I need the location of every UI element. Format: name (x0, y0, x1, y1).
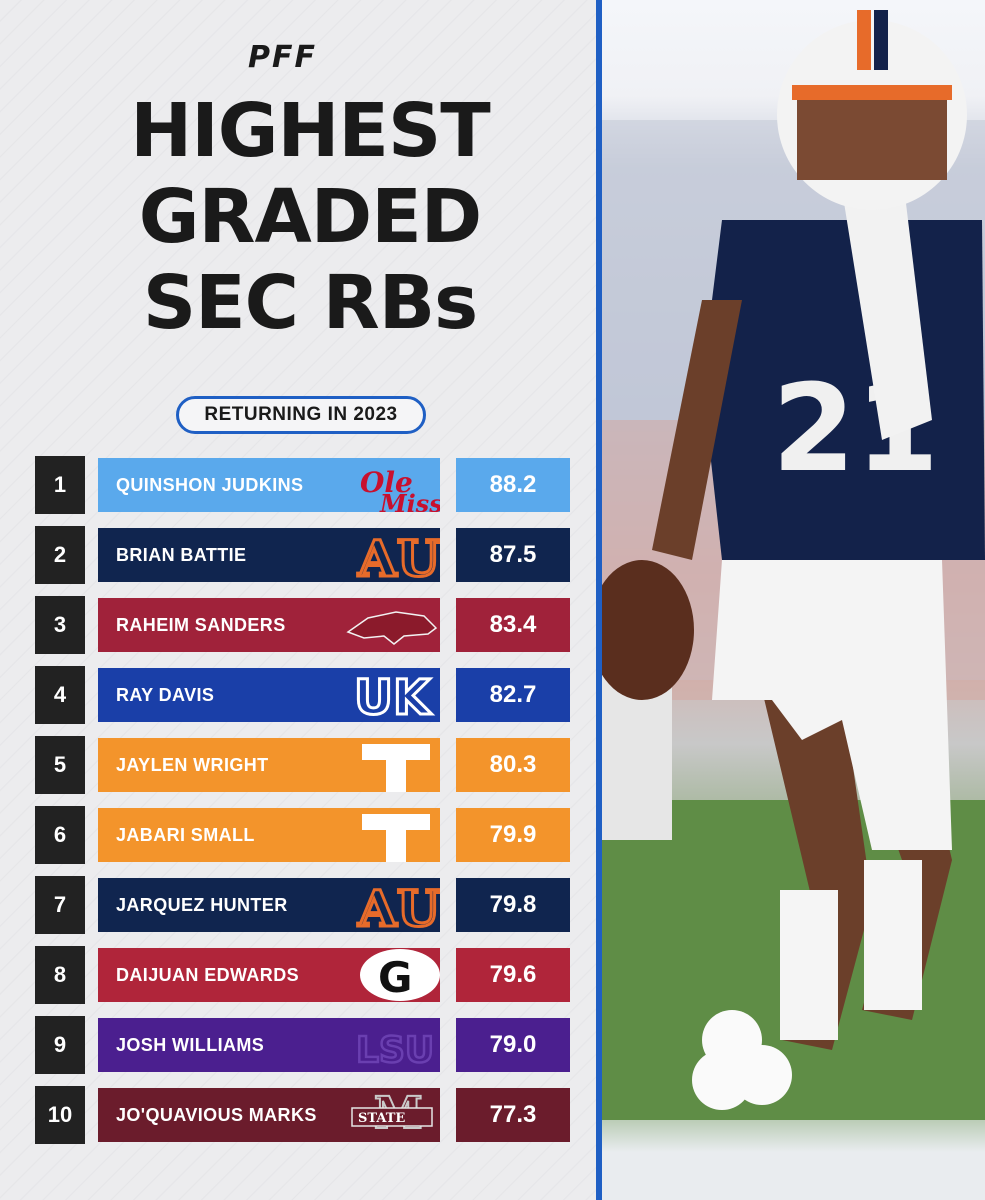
page-title: HIGHEST GRADED SEC RBs (80, 88, 540, 346)
svg-text:Ole: Ole (360, 466, 413, 499)
rank-number: 9 (35, 1016, 85, 1074)
lsu-logo: LSU (340, 1018, 440, 1072)
player-name-bar: RAY DAVIS UK (98, 668, 440, 722)
kentucky-logo: UK (340, 668, 440, 723)
auburn-logo: AU (340, 528, 441, 582)
svg-text:STATE: STATE (358, 1111, 405, 1126)
pff-grade: 79.9 (456, 808, 570, 862)
player-name-bar: JO'QUAVIOUS MARKS MSTATE (98, 1088, 440, 1142)
player-name-bar: RAHEIM SANDERS (98, 598, 440, 652)
title-line-2: GRADED (138, 174, 482, 260)
player-photo: 21 (602, 0, 985, 1200)
rank-number: 4 (35, 666, 85, 724)
player-name: RAY DAVIS (116, 685, 215, 705)
ranking-row: 5 JAYLEN WRIGHT 80.3 (35, 736, 575, 794)
player-name: JOSH WILLIAMS (116, 1035, 265, 1055)
tennessee-logo (340, 738, 440, 792)
mississippi-state-logo: MSTATE (340, 1088, 440, 1142)
tennessee-logo (340, 808, 440, 862)
player-name: JAYLEN WRIGHT (116, 755, 269, 775)
georgia-logo: G (340, 948, 440, 1002)
ranking-row: 1 QUINSHON JUDKINS Ole Miss 88.2 (35, 456, 575, 514)
pff-grade: 79.8 (456, 878, 570, 932)
player-name: JABARI SMALL (116, 825, 255, 845)
pff-grade: 88.2 (456, 458, 570, 512)
player-illustration: 21 (602, 10, 985, 1120)
player-name-bar: JAYLEN WRIGHT (98, 738, 440, 792)
ranking-row: 10 JO'QUAVIOUS MARKS MSTATE 77.3 (35, 1086, 575, 1144)
ranking-row: 8 DAIJUAN EDWARDS G 79.6 (35, 946, 575, 1004)
ranking-row: 9 JOSH WILLIAMS LSU 79.0 (35, 1016, 575, 1074)
ranking-row: 7 JARQUEZ HUNTER AU 79.8 (35, 876, 575, 934)
svg-text:LSU: LSU (356, 1030, 434, 1071)
rank-number: 7 (35, 876, 85, 934)
pff-logo: PFF (248, 40, 317, 75)
rank-number: 2 (35, 526, 85, 584)
player-name: QUINSHON JUDKINS (116, 475, 304, 495)
ranking-row: 6 JABARI SMALL 79.9 (35, 806, 575, 864)
title-line-3: SEC RBs (142, 260, 478, 346)
svg-text:Miss: Miss (379, 489, 440, 512)
svg-text:G: G (378, 953, 412, 1002)
ranking-row: 3 RAHEIM SANDERS 83.4 (35, 596, 575, 654)
rank-number: 6 (35, 806, 85, 864)
player-name-bar: DAIJUAN EDWARDS G (98, 948, 440, 1002)
ranking-row: 2 BRIAN BATTIE AU 87.5 (35, 526, 575, 584)
pff-grade: 80.3 (456, 738, 570, 792)
pff-grade: 79.0 (456, 1018, 570, 1072)
ranking-row: 4 RAY DAVIS UK 82.7 (35, 666, 575, 724)
player-name-bar: JABARI SMALL (98, 808, 440, 862)
svg-text:AU: AU (357, 529, 440, 582)
player-name: JARQUEZ HUNTER (116, 895, 288, 915)
player-name: JO'QUAVIOUS MARKS (116, 1105, 317, 1125)
pff-grade: 83.4 (456, 598, 570, 652)
rank-number: 8 (35, 946, 85, 1004)
pff-grade: 82.7 (456, 668, 570, 722)
subtitle-badge: RETURNING IN 2023 (176, 396, 426, 434)
rank-number: 5 (35, 736, 85, 794)
player-name: BRIAN BATTIE (116, 545, 247, 565)
svg-text:UK: UK (354, 670, 432, 722)
rank-number: 10 (35, 1086, 85, 1144)
svg-text:AU: AU (357, 879, 440, 932)
rank-number: 3 (35, 596, 85, 654)
auburn-logo: AU (340, 878, 441, 932)
title-line-1: HIGHEST (130, 88, 490, 174)
ole-miss-logo: Ole Miss (340, 458, 440, 512)
player-name: RAHEIM SANDERS (116, 615, 286, 635)
pff-grade: 77.3 (456, 1088, 570, 1142)
player-name-bar: BRIAN BATTIE AU (98, 528, 440, 582)
player-name: DAIJUAN EDWARDS (116, 965, 300, 985)
arkansas-razorback-logo (340, 598, 440, 652)
pff-grade: 87.5 (456, 528, 570, 582)
player-name-bar: QUINSHON JUDKINS Ole Miss (98, 458, 440, 512)
divider (596, 0, 602, 1200)
rank-number: 1 (35, 456, 85, 514)
player-name-bar: JOSH WILLIAMS LSU (98, 1018, 440, 1072)
rankings-panel: PFF HIGHEST GRADED SEC RBs RETURNING IN … (0, 0, 596, 1200)
player-name-bar: JARQUEZ HUNTER AU (98, 878, 440, 932)
pff-grade: 79.6 (456, 948, 570, 1002)
